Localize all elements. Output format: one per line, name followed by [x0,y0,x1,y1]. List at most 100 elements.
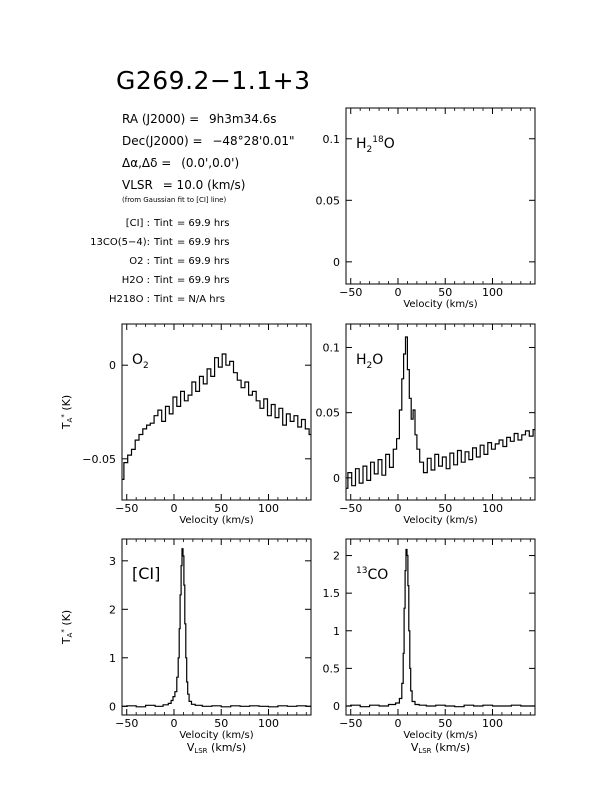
vlsr-note: (from Gaussian fit to [CI] line) [122,196,227,204]
y-tick-label: 1 [109,652,116,665]
vlsr-value: = 10.0 (km/s) [162,178,246,192]
tint-value: = 69.9 hrs [176,218,230,229]
subscript: 2 [143,361,149,371]
plot-frame [345,538,536,716]
tint-label: Tint [154,218,173,229]
y-tick-label: 0 [109,359,116,372]
y-tick-label: 1 [333,625,340,638]
dec-line: Dec(J2000) = −48°28'0.01" [122,134,295,148]
label-rest: CO [367,567,388,583]
x-tick-label: 100 [258,717,279,730]
dec-value: −48°28'0.01" [212,134,295,148]
h218o-spectrum-chart: −50 0 50 100 0 0.05 0.1 Velocity (km/s) H218O [316,107,536,310]
panel-label: H218O [356,135,395,155]
plot-frame [345,107,536,285]
y-tick-label: 0.5 [323,662,341,675]
y-tick-label: 0.1 [323,341,341,354]
plot-frame [121,538,312,716]
y-tick-label: 2 [333,550,340,563]
integration-time-row: H218O : Tint = N/A hrs [60,294,300,305]
x-tick-label: 100 [482,286,503,299]
x-tick-label: −50 [339,286,362,299]
x-axis-label-2: VLSR (km/s) [411,741,470,755]
tint-value: = 69.9 hrs [176,275,230,286]
13co-spectrum-chart: −50 0 50 100 0 0.5 1 1.5 2 Velocity (km/s)VLSR (k… [323,538,536,755]
vlsr-label: VLSR [122,178,153,192]
subscript: LSR [418,747,431,755]
superscript: 13 [356,566,367,576]
y-axis-label-rest: (K) [60,610,73,629]
panel-label: O2 [132,352,149,371]
spectrum-series [122,548,311,708]
integration-time-row: H2O : Tint = 69.9 hrs [60,275,300,286]
line-name: [CI] : [125,218,150,229]
y-tick-label: −0.05 [82,453,116,466]
y-tick-label: 0.05 [316,407,341,420]
integration-time-row: 13CO(5−4): Tint = 69.9 hrs [60,237,300,248]
y-tick-label: 0.1 [323,133,341,146]
x-axis-label-2-rest: (km/s) [208,741,247,754]
offset-value: (0.0',0.0') [181,156,240,170]
x-tick-label: 0 [170,502,177,515]
ra-label: RA (J2000) = [122,112,200,126]
line-name: H2O : [121,275,150,286]
panel-label: [CI] [132,564,160,583]
subscript: LSR [194,747,207,755]
y-axis-label-rest: (K) [60,395,73,414]
subscript: A [66,632,74,637]
panel-label: 13CO [356,566,388,583]
y-axis-label: TA* (K) [60,395,74,430]
line-name: O2 : [129,256,150,267]
tint-label: Tint [154,294,173,305]
x-tick-label: −50 [115,717,138,730]
y-tick-label: 2 [109,603,116,616]
y-tick-label: 1.5 [323,587,341,600]
vlsr-line: VLSR = 10.0 (km/s) [122,178,245,192]
tint-label: Tint [154,237,173,248]
panel-label: H2O [356,352,383,371]
x-tick-label: 0 [394,286,401,299]
superscript: * [60,629,68,633]
spectrum-series [122,353,311,480]
spectrum-series [346,336,535,489]
offset-label: Δα,Δδ = [122,156,172,170]
x-axis-label: Velocity (km/s) [403,730,477,741]
subscript: 2 [367,361,373,371]
plot-frame [121,323,312,501]
h2o-spectrum-chart: −50 0 50 100 0 0.05 0.1 Velocity (km/s) H2O [316,323,536,526]
ci-spectrum-chart: −50 0 50 100 0 1 2 3 Velocity (km/s)VLSR (km/s) T… [60,538,312,755]
tint-value: = 69.9 hrs [176,237,230,248]
source-title: G269.2−1.1+3 [116,66,311,95]
tint-value: = 69.9 hrs [176,256,230,267]
tint-label: Tint [154,256,173,267]
x-tick-label: 50 [214,502,228,515]
y-tick-label: 0 [109,700,116,713]
x-axis-label: Velocity (km/s) [179,515,253,526]
x-tick-label: 50 [438,286,452,299]
label-rest: O [372,352,383,368]
tint-label: Tint [154,275,173,286]
x-tick-label: 50 [438,502,452,515]
line-name: 13CO(5−4): [90,237,150,248]
plot-frame [345,323,536,501]
y-tick-label: 3 [109,555,116,568]
superscript: * [60,414,68,418]
integration-time-row: O2 : Tint = 69.9 hrs [60,256,300,267]
y-axis-label: TA* (K) [60,610,74,645]
line-name: H218O : [108,294,150,305]
subscript: 2 [367,145,373,155]
y-tick-label: 0.05 [316,194,341,207]
tint-value: = N/A hrs [176,294,225,305]
spectrum-series [346,548,535,708]
x-tick-label: −50 [339,502,362,515]
x-tick-label: 100 [482,717,503,730]
x-tick-label: 50 [214,717,228,730]
x-tick-label: 0 [170,717,177,730]
label-rest: O [384,136,395,152]
subscript: A [66,417,74,422]
superscript: 18 [372,135,384,145]
x-tick-label: 50 [438,717,452,730]
y-tick-label: 0 [333,700,340,713]
x-axis-label-2-rest: (km/s) [432,741,471,754]
